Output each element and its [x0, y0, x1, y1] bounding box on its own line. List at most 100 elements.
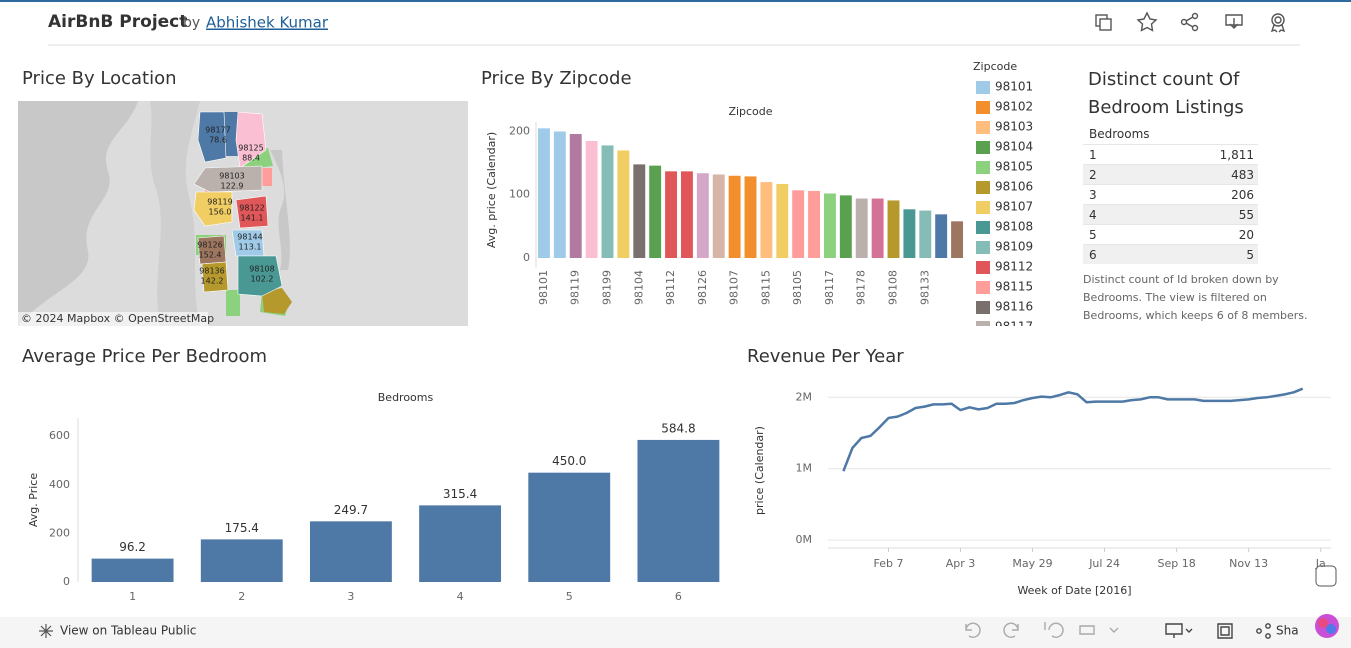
refresh-icon[interactable]: [1079, 625, 1095, 635]
table-value: 5: [1246, 247, 1254, 262]
legend-swatch: [976, 261, 990, 274]
device-icon[interactable]: [1165, 623, 1183, 638]
x-tick-label: 4: [457, 590, 464, 603]
x-axis-title: Week of Date [2016]: [1017, 584, 1131, 597]
column-header: Bedrooms: [378, 391, 434, 404]
map-lake: [270, 150, 290, 270]
map-water: [18, 101, 138, 326]
x-tick-label: 5: [566, 590, 573, 603]
y-axis-title: Avg. Price: [27, 473, 40, 527]
region-zip: 98126: [197, 241, 222, 250]
region-zip: 98119: [207, 198, 232, 207]
chart-title: Price By Location: [22, 68, 177, 89]
legend-swatch: [976, 321, 990, 326]
share-button[interactable]: Sha: [1276, 624, 1299, 638]
table-value: 20: [1238, 227, 1254, 242]
x-tick-label: Jul 24: [1088, 557, 1120, 570]
legend-label: 98108: [995, 220, 1033, 234]
column-header: Zipcode: [728, 105, 772, 118]
region-value: 142.2: [201, 277, 224, 286]
x-tick-label: 98119: [569, 270, 582, 305]
region-zip: 98177: [205, 126, 230, 135]
legend-swatch: [976, 241, 990, 254]
revert-icon[interactable]: [1044, 622, 1064, 638]
legend-swatch: [976, 301, 990, 314]
bar: [744, 176, 757, 258]
x-tick-label: Ja: [1315, 557, 1326, 570]
legend-swatch: [976, 281, 990, 294]
tableau-link[interactable]: View on Tableau Public: [60, 624, 196, 638]
y-tick-label: 0M: [796, 533, 813, 546]
legend-title: Zipcode: [973, 60, 1017, 73]
table-key: 2: [1089, 167, 1097, 182]
x-tick-label: 2: [238, 590, 245, 603]
fullscreen-icon[interactable]: [1217, 623, 1233, 639]
table-note: Distinct count of Id broken down by Bedr…: [1083, 273, 1308, 322]
bar: [823, 193, 836, 258]
x-tick-label: 98199: [601, 270, 614, 305]
footer-toolbar: [965, 622, 1119, 638]
region-value: 88.4: [242, 154, 260, 163]
bar: [712, 174, 725, 258]
bar: [776, 183, 789, 258]
bar: [537, 128, 550, 258]
more-icon[interactable]: [1109, 627, 1119, 633]
x-tick-label: 98126: [696, 270, 709, 305]
badge-icon[interactable]: [1270, 13, 1286, 33]
y-tick-label: 0: [63, 575, 70, 588]
map-region: [262, 288, 292, 314]
bar: [665, 171, 678, 258]
copy-icon[interactable]: [1095, 14, 1112, 31]
region-value: 152.4: [199, 251, 222, 260]
legend-swatch: [976, 81, 990, 94]
footer-share-icon[interactable]: [1256, 623, 1271, 639]
legend-swatch: [976, 121, 990, 134]
x-tick-label: 98178: [855, 270, 868, 305]
favorite-icon[interactable]: [1136, 11, 1158, 32]
x-tick-label: 98133: [918, 270, 931, 305]
data-label: 249.7: [334, 503, 368, 517]
table-key: 4: [1089, 207, 1097, 222]
translate-icon[interactable]: [1315, 565, 1337, 587]
bar: [419, 505, 502, 582]
author-link[interactable]: Abhishek Kumar: [206, 14, 329, 32]
y-tick-label: 200: [509, 124, 530, 137]
region-zip: 98144: [237, 233, 262, 242]
x-tick-label: 98101: [537, 270, 550, 305]
share-icon[interactable]: [1180, 12, 1199, 32]
bar: [951, 221, 964, 258]
region-zip: 98103: [219, 172, 244, 181]
x-tick-label: 98107: [728, 270, 741, 305]
bar: [808, 190, 821, 258]
device-menu[interactable]: [1185, 628, 1193, 633]
byline: by: [183, 15, 200, 31]
y-tick-label: 100: [509, 188, 530, 201]
data-label: 315.4: [443, 487, 477, 501]
undo-icon[interactable]: [965, 622, 981, 638]
legend-swatch: [976, 221, 990, 234]
y-tick-label: 2M: [796, 390, 813, 403]
y-tick-label: 200: [49, 526, 70, 539]
region-value: 141.1: [241, 214, 264, 223]
bar: [91, 558, 174, 582]
legend-label: 98116: [995, 300, 1033, 314]
assistant-icon-part: [1318, 618, 1328, 628]
bar: [871, 198, 884, 258]
footer-bar: [0, 617, 1351, 648]
x-tick-label: Sep 18: [1158, 557, 1196, 570]
download-icon[interactable]: [1225, 14, 1243, 29]
map-credit: © 2024 Mapbox © OpenStreetMap: [21, 312, 214, 325]
map-region: [235, 195, 269, 229]
x-tick-label: Apr 3: [946, 557, 976, 570]
table-key: 3: [1089, 187, 1097, 202]
bar: [792, 190, 805, 258]
legend-swatch: [976, 181, 990, 194]
region-zip: 98122: [239, 204, 264, 213]
bar: [728, 175, 741, 258]
redo-icon[interactable]: [1003, 622, 1019, 638]
bar: [637, 439, 720, 582]
legend-label: 98112: [995, 260, 1033, 274]
